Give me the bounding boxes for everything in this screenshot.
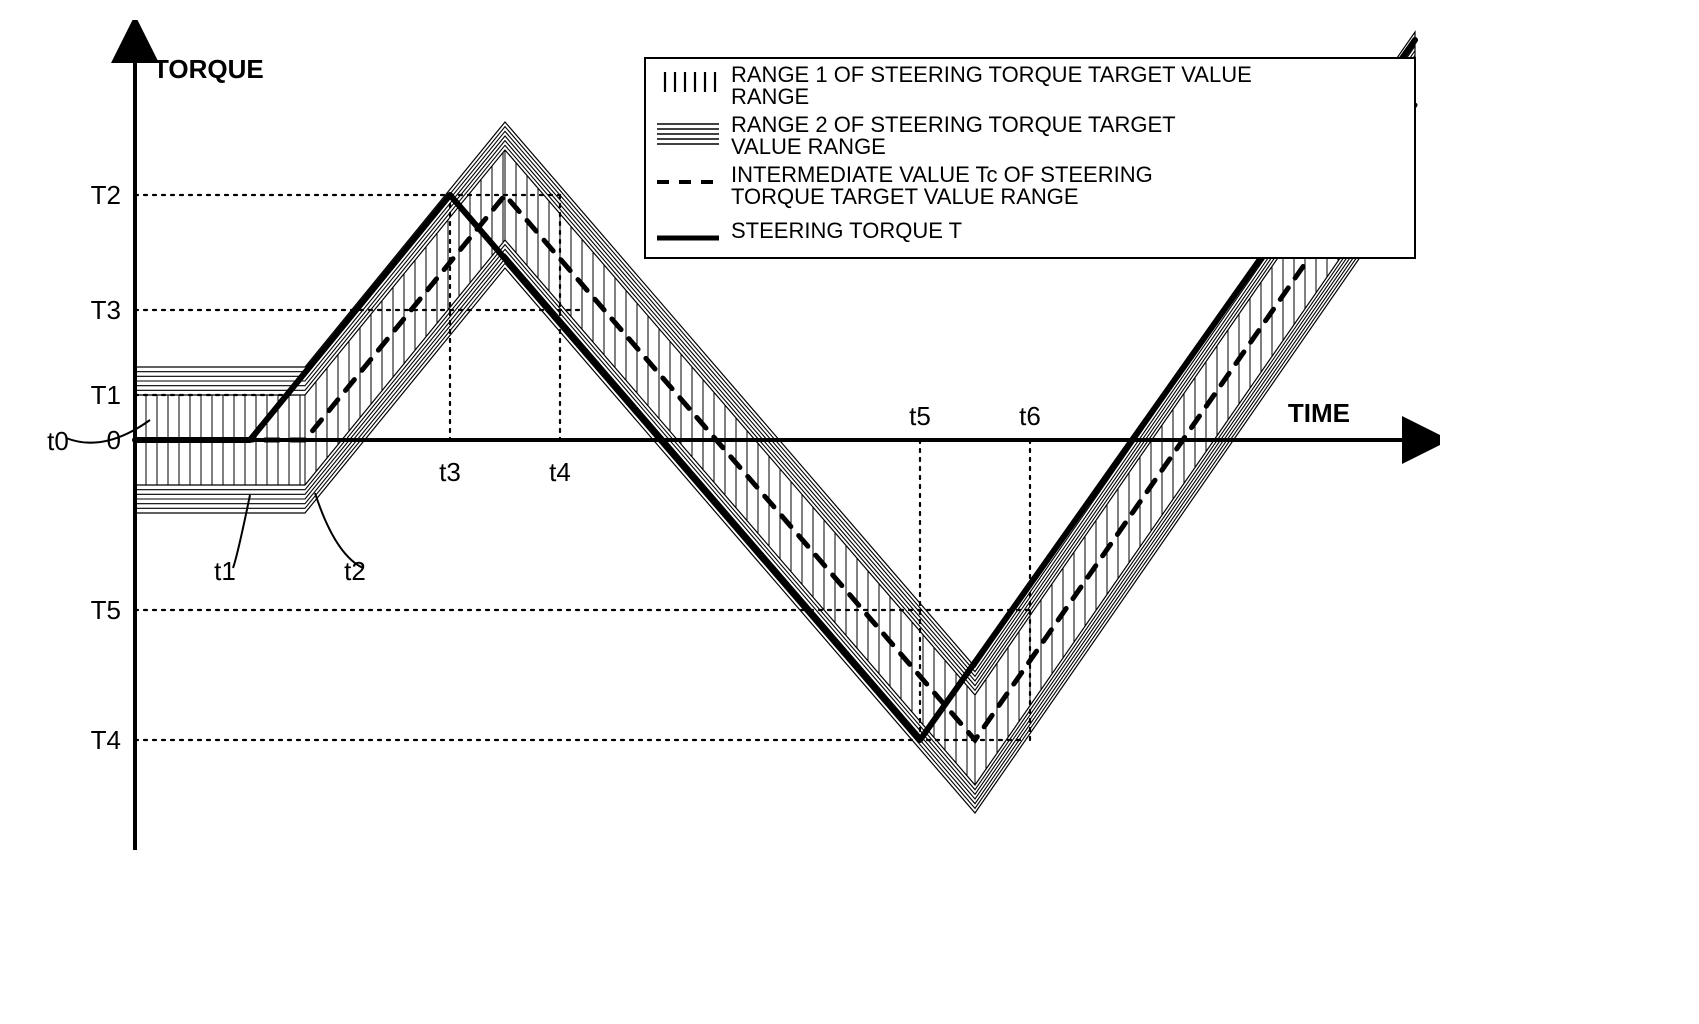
callout-label: t0 — [47, 426, 69, 456]
x-tick-label: t4 — [549, 457, 571, 487]
x-tick-label: t3 — [439, 457, 461, 487]
x-tick-label: t5 — [909, 401, 931, 431]
y-tick-label: T5 — [91, 595, 121, 625]
y-tick-label: T1 — [91, 380, 121, 410]
legend-item-text: STEERING TORQUE T — [731, 218, 962, 243]
x-tick-label: t6 — [1019, 401, 1041, 431]
legend-item-text: RANGE — [731, 84, 809, 109]
y-tick-label: T3 — [91, 295, 121, 325]
y-axis-title: TORQUE — [153, 54, 264, 84]
callout-label: t2 — [344, 556, 366, 586]
legend-item-text: VALUE RANGE — [731, 134, 886, 159]
y-tick-label: T2 — [91, 180, 121, 210]
callout-label: t1 — [214, 556, 236, 586]
legend: RANGE 1 OF STEERING TORQUE TARGET VALUER… — [645, 58, 1415, 258]
y-tick-label: T4 — [91, 725, 121, 755]
x-axis-title: TIME — [1288, 398, 1350, 428]
torque-time-chart: TORQUETIMET2T3T10T5T4t3t4t5t6t0t1t2RANGE… — [20, 20, 1440, 900]
legend-item-text: TORQUE TARGET VALUE RANGE — [731, 184, 1079, 209]
